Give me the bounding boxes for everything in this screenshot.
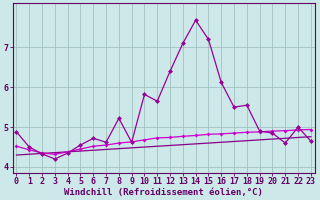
X-axis label: Windchill (Refroidissement éolien,°C): Windchill (Refroidissement éolien,°C): [64, 188, 263, 197]
